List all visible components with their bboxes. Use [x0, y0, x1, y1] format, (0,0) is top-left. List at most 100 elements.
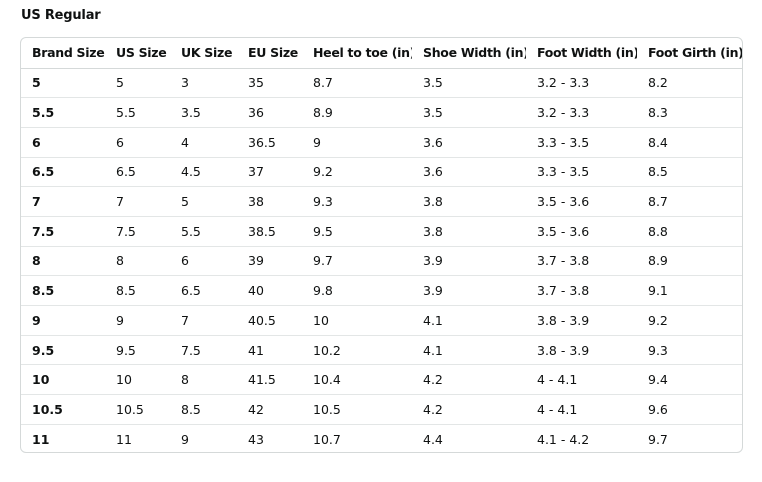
header-shoe-width: Shoe Width (in) — [412, 38, 526, 69]
table-row: 7 7 5 38 9.3 3.8 3.5 - 3.6 8.7 — [21, 186, 742, 217]
cell-brand-size: 7 — [21, 186, 105, 217]
cell-us-size: 10.5 — [105, 394, 170, 425]
cell-foot-girth: 8.8 — [637, 216, 742, 247]
cell-shoe-width: 4.2 — [412, 394, 526, 425]
cell-foot-girth: 9.7 — [648, 431, 668, 447]
cell-shoe-width: 4.1 — [412, 305, 526, 336]
cell-foot-width: 3.7 - 3.8 — [526, 275, 637, 306]
table-header-row: Brand Size US Size UK Size EU Size Heel to t… — [21, 38, 742, 69]
cell-eu-size: 40.5 — [237, 305, 302, 336]
cell-foot-girth: 8.4 — [637, 127, 742, 158]
cell-foot-width: 3.8 - 3.9 — [526, 305, 637, 336]
cell-eu-size: 37 — [237, 157, 302, 188]
cell-heel-to-toe: 9 — [302, 127, 412, 158]
size-chart-table: Brand Size US Size UK Size EU Size Heel to t… — [21, 38, 742, 452]
cell-shoe-width: 3.6 — [412, 157, 526, 188]
header-us-size: US Size — [105, 38, 170, 69]
cell-foot-width: 3.7 - 3.8 — [526, 246, 637, 277]
cell-eu-size: 35 — [237, 68, 302, 99]
cell-eu-size: 41.5 — [237, 364, 302, 396]
cell-brand-size: 6 — [21, 127, 105, 158]
cell-foot-width: 3.5 - 3.6 — [526, 216, 637, 247]
table-row: 10 10 8 41.5 10.4 4.2 4 - 4.1 9.4 — [21, 364, 742, 396]
cell-foot-girth: 8.7 — [637, 186, 742, 217]
cell-shoe-width: 4.1 — [412, 335, 526, 366]
cell-heel-to-toe: 9.3 — [302, 186, 412, 217]
cell-heel-to-toe: 9.7 — [302, 246, 412, 277]
cell-us-size: 9.5 — [105, 335, 170, 366]
cell-heel-to-toe: 10 — [302, 305, 412, 336]
table-body: 5 5 3 35 8.7 3.5 3.2 - 3.3 8.2 5.5 5.5 3.5 36 8.9 3.5… — [21, 68, 742, 452]
cell-heel-to-toe: 8.9 — [302, 97, 412, 128]
cell-us-size: 6 — [105, 127, 170, 158]
cell-uk-size: 6.5 — [170, 275, 237, 306]
cell-foot-width: 3.8 - 3.9 — [526, 335, 637, 366]
header-eu-size: EU Size — [237, 38, 302, 69]
cell-shoe-width: 3.5 — [412, 68, 526, 99]
cell-heel-to-toe: 10.7 — [313, 431, 341, 447]
cell-eu-size: 40 — [237, 275, 302, 306]
table-row: 8 8 6 39 9.7 3.9 3.7 - 3.8 8.9 — [21, 246, 742, 277]
cell-brand-size: 10 — [21, 364, 105, 396]
table-row: 8.5 8.5 6.5 40 9.8 3.9 3.7 - 3.8 9.1 — [21, 275, 742, 306]
header-foot-girth: Foot Girth (in) — [637, 38, 742, 69]
cell-foot-girth: 9.4 — [637, 364, 742, 396]
cell-foot-width: 4 - 4.1 — [526, 364, 637, 396]
cell-eu-size: 42 — [237, 394, 302, 425]
cell-us-size: 10 — [105, 364, 170, 396]
cell-uk-size: 6 — [170, 246, 237, 277]
cell-brand-size: 7.5 — [21, 216, 105, 247]
table-row: 9.5 9.5 7.5 41 10.2 4.1 3.8 - 3.9 9.3 — [21, 335, 742, 366]
cell-foot-girth: 8.2 — [637, 68, 742, 99]
cell-shoe-width: 3.6 — [412, 127, 526, 158]
header-brand-size: Brand Size — [21, 38, 105, 69]
cell-foot-width: 3.5 - 3.6 — [526, 186, 637, 217]
cell-us-size: 8.5 — [105, 275, 170, 306]
cell-foot-girth: 8.9 — [637, 246, 742, 277]
table-row: 7.5 7.5 5.5 38.5 9.5 3.8 3.5 - 3.6 8.8 — [21, 216, 742, 247]
cell-heel-to-toe: 8.7 — [302, 68, 412, 99]
cell-shoe-width: 4.2 — [412, 364, 526, 396]
cell-heel-to-toe: 10.2 — [302, 335, 412, 366]
cell-foot-width: 4.1 - 4.2 — [537, 431, 590, 447]
table-row: 6 6 4 36.5 9 3.6 3.3 - 3.5 8.4 — [21, 127, 742, 158]
cell-brand-size: 6.5 — [21, 157, 105, 188]
cell-brand-size: 5.5 — [21, 97, 105, 128]
header-foot-width: Foot Width (in) — [526, 38, 637, 69]
cell-us-size: 7 — [105, 186, 170, 217]
cell-uk-size: 3.5 — [170, 97, 237, 128]
cell-foot-width: 3.2 - 3.3 — [526, 97, 637, 128]
cell-uk-size: 7 — [170, 305, 237, 336]
cell-eu-size: 36 — [237, 97, 302, 128]
cell-shoe-width: 3.9 — [412, 246, 526, 277]
header-uk-size: UK Size — [170, 38, 237, 69]
cell-brand-size: 11 — [32, 431, 50, 447]
size-chart-table-container: Brand Size US Size UK Size EU Size Heel to t… — [20, 37, 743, 453]
cell-foot-girth: 9.6 — [637, 394, 742, 425]
cell-uk-size: 8 — [170, 364, 237, 396]
cell-uk-size: 3 — [170, 68, 237, 99]
cell-us-size: 6.5 — [105, 157, 170, 188]
cell-heel-to-toe: 9.8 — [302, 275, 412, 306]
cell-brand-size: 8.5 — [21, 275, 105, 306]
cell-foot-girth: 8.5 — [637, 157, 742, 188]
cell-foot-girth: 9.2 — [637, 305, 742, 336]
cell-foot-girth: 9.1 — [637, 275, 742, 306]
cell-eu-size: 38 — [237, 186, 302, 217]
cell-brand-size: 10.5 — [21, 394, 105, 425]
cell-us-size: 9 — [105, 305, 170, 336]
cell-heel-to-toe: 10.5 — [302, 394, 412, 425]
cell-brand-size: 8 — [21, 246, 105, 277]
cell-eu-size: 39 — [237, 246, 302, 277]
cell-uk-size: 9 — [181, 431, 189, 447]
cell-shoe-width: 4.4 — [423, 431, 443, 447]
cell-eu-size: 38.5 — [237, 216, 302, 247]
table-row: 9 9 7 40.5 10 4.1 3.8 - 3.9 9.2 — [21, 305, 742, 336]
cell-foot-girth: 8.3 — [637, 97, 742, 128]
cell-uk-size: 4.5 — [170, 157, 237, 188]
cell-brand-size: 9.5 — [21, 335, 105, 366]
cell-shoe-width: 3.8 — [412, 216, 526, 247]
header-heel-to-toe: Heel to toe (in) — [302, 38, 412, 69]
cell-heel-to-toe: 9.5 — [302, 216, 412, 247]
cell-shoe-width: 3.5 — [412, 97, 526, 128]
